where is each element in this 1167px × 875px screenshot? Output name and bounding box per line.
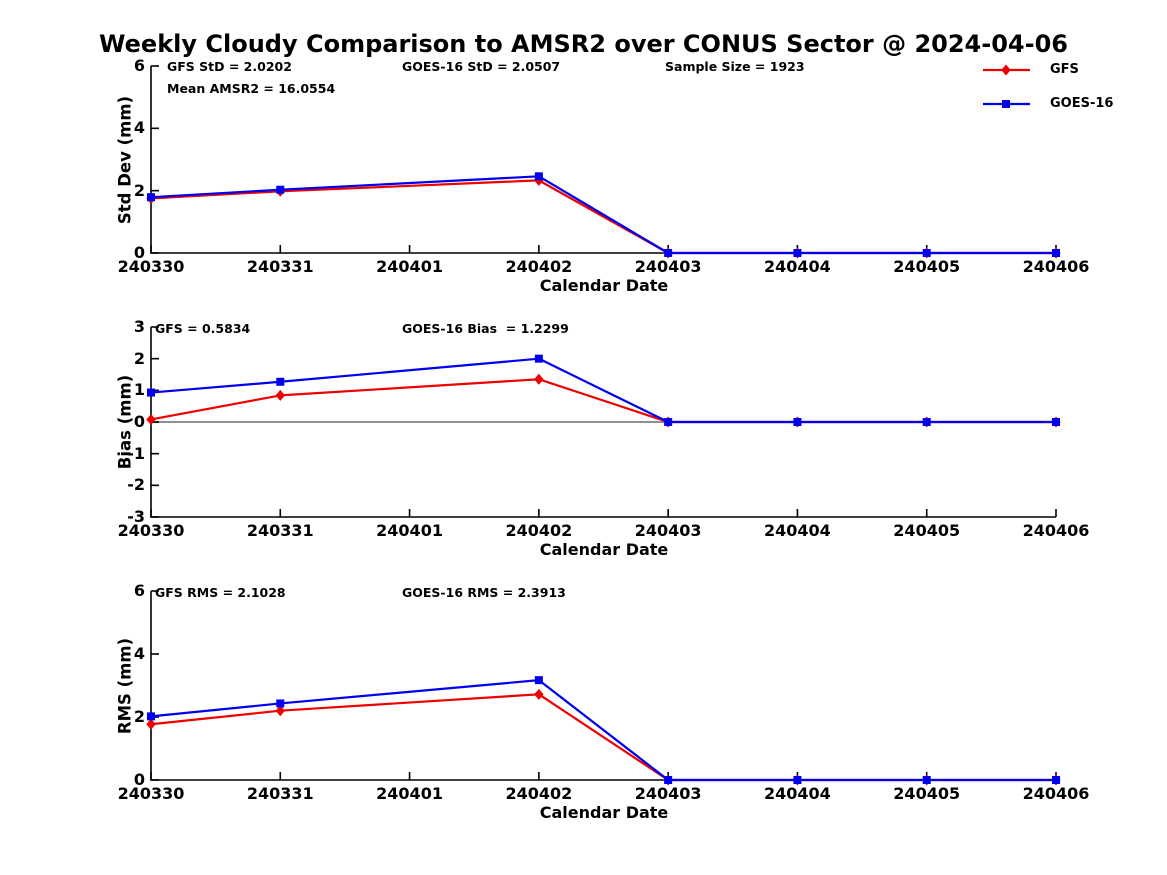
x-tick-label: 240401 bbox=[376, 257, 443, 276]
x-tick-label: 240330 bbox=[117, 257, 185, 276]
x-tick-label: 240406 bbox=[1022, 521, 1090, 540]
goes-16-line bbox=[150, 175, 1056, 255]
goes-16-marker bbox=[922, 249, 931, 257]
gfs-marker bbox=[146, 413, 156, 425]
goes-16-marker bbox=[793, 776, 802, 784]
x-tick-label: 240405 bbox=[893, 257, 961, 276]
goes-16-marker bbox=[276, 185, 285, 194]
goes-16-marker bbox=[147, 388, 155, 397]
x-tick-label: 240403 bbox=[634, 257, 702, 276]
x-tick-label: 240331 bbox=[246, 257, 314, 276]
goes-16-marker bbox=[922, 776, 931, 784]
goes-16-marker bbox=[534, 354, 543, 363]
y-tick-label: -1 bbox=[127, 443, 145, 463]
y-tick-label: -2 bbox=[127, 475, 145, 495]
goes-16-marker bbox=[147, 193, 155, 202]
y-tick-label: 0 bbox=[133, 243, 145, 262]
bias-goes16-annotation: GOES-16 Bias = 1.2299 bbox=[402, 321, 569, 336]
x-tick-label: 240402 bbox=[505, 521, 573, 540]
gfs-line bbox=[150, 378, 1056, 424]
goes-16-marker bbox=[276, 699, 285, 708]
goes-16-marker bbox=[534, 676, 543, 685]
gfs-marker bbox=[534, 688, 544, 700]
x-tick-label: 240406 bbox=[1022, 257, 1090, 276]
x-tick-label: 240330 bbox=[117, 521, 185, 540]
goes-16-marker bbox=[793, 418, 802, 426]
goes-16-marker bbox=[664, 776, 673, 784]
x-tick-label: 240402 bbox=[505, 257, 573, 276]
gfs-marker bbox=[275, 705, 285, 717]
y-tick-label: 4 bbox=[133, 118, 145, 138]
legend-samples bbox=[983, 64, 1030, 108]
x-tick-label: 240403 bbox=[634, 784, 702, 803]
bias-x-axis-title: Calendar Date bbox=[539, 540, 669, 559]
rms-x-axis-title: Calendar Date bbox=[539, 803, 669, 822]
y-tick-label: 2 bbox=[133, 348, 145, 368]
x-tick-label: 240404 bbox=[764, 784, 831, 803]
goes-16-marker bbox=[664, 418, 673, 426]
x-tick-label: 240405 bbox=[893, 784, 961, 803]
goes-16-line bbox=[150, 679, 1056, 782]
x-tick-label: 240331 bbox=[246, 521, 314, 540]
y-tick-label: 3 bbox=[133, 317, 145, 336]
goes-16-marker bbox=[922, 418, 931, 426]
x-tick-label: 240401 bbox=[376, 784, 443, 803]
gfs-marker bbox=[275, 389, 285, 401]
y-tick-label: 6 bbox=[133, 581, 145, 600]
y-tick-label: 2 bbox=[133, 707, 145, 726]
goes-16-line bbox=[150, 357, 1056, 424]
goes-16-marker bbox=[1052, 249, 1060, 257]
x-tick-label: 240401 bbox=[376, 521, 443, 540]
x-tick-label: 240405 bbox=[893, 521, 961, 540]
x-tick-label: 240406 bbox=[1022, 784, 1090, 803]
stddev-y-axis-title: Std Dev (mm) bbox=[115, 95, 135, 225]
gfs-marker bbox=[146, 718, 156, 730]
stddev-mean-amsr2-annotation: Mean AMSR2 = 16.0554 bbox=[167, 81, 336, 96]
x-tick-label: 240404 bbox=[764, 257, 831, 276]
x-tick-label: 240331 bbox=[246, 784, 314, 803]
goes-16-marker bbox=[147, 712, 155, 721]
y-tick-label: 1 bbox=[133, 380, 145, 400]
y-tick-label: 4 bbox=[133, 644, 145, 663]
x-tick-label: 240402 bbox=[505, 784, 573, 803]
y-tick-label: 2 bbox=[133, 180, 145, 200]
series-layer bbox=[146, 172, 1061, 786]
gfs-marker bbox=[534, 373, 544, 385]
bias-gfs-annotation: GFS = 0.5834 bbox=[155, 321, 251, 336]
sample-size-annotation: Sample Size = 1923 bbox=[665, 59, 805, 74]
legend-marker-gfs bbox=[1001, 64, 1011, 76]
legend-marker-goes-16 bbox=[1002, 100, 1010, 108]
rms-goes16-annotation: GOES-16 RMS = 2.3913 bbox=[402, 585, 566, 600]
x-tick-label: 240404 bbox=[764, 521, 831, 540]
goes-16-marker bbox=[1052, 776, 1060, 784]
y-tick-label: 0 bbox=[133, 770, 145, 789]
goes-16-marker bbox=[276, 377, 285, 386]
stddev-gfs-annotation: GFS StD = 2.0202 bbox=[167, 59, 292, 74]
gfs-line bbox=[150, 179, 1056, 255]
page-title: Weekly Cloudy Comparison to AMSR2 over C… bbox=[99, 30, 1068, 58]
y-tick-label: 6 bbox=[133, 56, 145, 75]
gfs-line bbox=[150, 693, 1056, 782]
legend-label-gfs: GFS bbox=[1050, 62, 1079, 77]
goes-16-marker bbox=[534, 172, 543, 181]
stddev-x-axis-title: Calendar Date bbox=[539, 276, 669, 295]
x-tick-label: 240403 bbox=[634, 521, 702, 540]
x-tick-label: 240330 bbox=[117, 784, 185, 803]
goes-16-marker bbox=[1052, 418, 1060, 426]
y-tick-label: 0 bbox=[133, 412, 145, 431]
rms-gfs-annotation: GFS RMS = 2.1028 bbox=[155, 585, 286, 600]
goes-16-marker bbox=[664, 249, 673, 257]
legend-label-goes16: GOES-16 bbox=[1050, 96, 1114, 111]
goes-16-marker bbox=[793, 249, 802, 257]
y-tick-label: -3 bbox=[127, 507, 145, 526]
stddev-goes16-annotation: GOES-16 StD = 2.0507 bbox=[402, 59, 561, 74]
